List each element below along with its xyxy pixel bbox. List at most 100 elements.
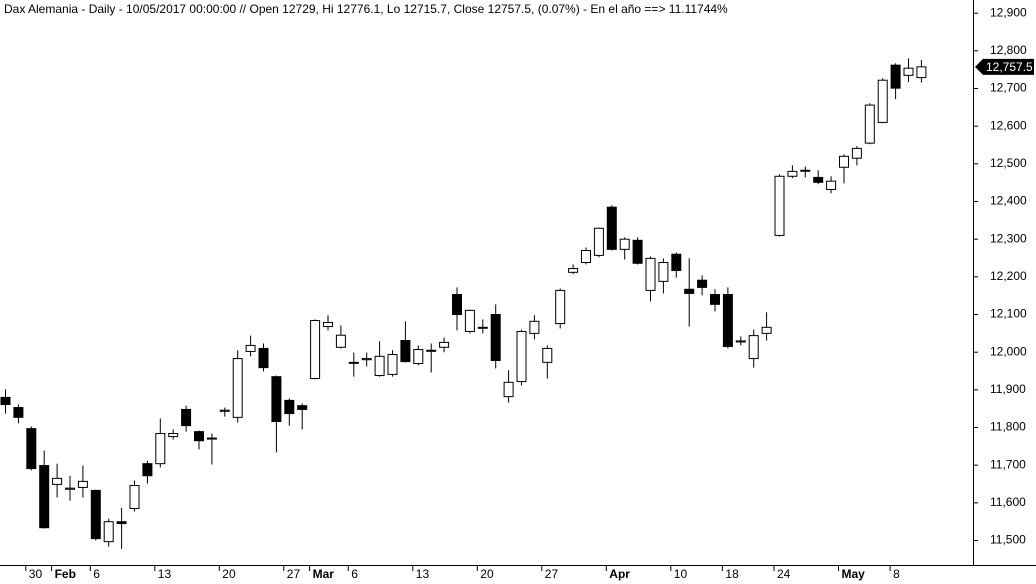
y-tick-label: 11,600: [990, 495, 1026, 509]
x-tick-label: 20: [480, 567, 494, 581]
candle-body: [568, 268, 579, 273]
x-tick-label: Feb: [55, 567, 76, 581]
candle-body: [65, 487, 75, 490]
x-tick-label: 6: [93, 567, 100, 581]
y-tick-label: 12,000: [990, 344, 1027, 358]
candle-body: [722, 294, 733, 348]
candle-body: [864, 104, 875, 144]
candle-body: [464, 309, 475, 332]
candle-body: [516, 330, 527, 383]
x-tick-label: 10: [674, 567, 688, 581]
candle-body: [671, 253, 682, 271]
candle-body: [155, 433, 166, 465]
candle-body: [39, 465, 50, 529]
x-tick-label: 8: [893, 567, 900, 581]
candle-body: [103, 521, 114, 543]
candle-body: [658, 262, 669, 282]
candle-body: [181, 408, 192, 427]
y-tick-label: 12,500: [990, 156, 1027, 170]
x-tick-label: 24: [777, 567, 791, 581]
candle-body: [335, 334, 346, 348]
x-tick-label: Mar: [313, 567, 335, 581]
candle-body: [555, 289, 566, 325]
x-tick-label: 30: [29, 567, 43, 581]
x-tick-label: 13: [416, 567, 430, 581]
y-tick-label: 11,500: [990, 533, 1026, 547]
candle-body: [684, 288, 695, 294]
candle-body: [890, 64, 901, 89]
candle-body: [916, 66, 927, 79]
candle-body: [826, 180, 837, 190]
y-tick-label: 12,900: [990, 5, 1027, 19]
y-tick-label: 12,600: [990, 118, 1027, 132]
candle-body: [645, 257, 656, 291]
candle-body: [26, 428, 37, 470]
candle-body: [0, 396, 11, 406]
candle-body: [284, 399, 295, 415]
candle-body: [310, 320, 321, 380]
x-tick-label: 20: [222, 567, 236, 581]
candle-body: [206, 437, 217, 440]
candle-body: [271, 376, 282, 422]
candle-body: [877, 79, 888, 123]
candle-body: [361, 358, 372, 361]
candle-body: [903, 67, 914, 76]
candle-body: [439, 341, 450, 348]
candle-body: [787, 170, 798, 177]
x-tick-label: 6: [351, 567, 358, 581]
y-tick-label: 12,200: [990, 269, 1027, 283]
chart-title: Dax Alemania - Daily - 10/05/2017 00:00:…: [4, 2, 728, 16]
y-tick-label: 11,800: [990, 420, 1026, 434]
candle-body: [813, 176, 824, 183]
candle-body: [529, 320, 540, 334]
candle-body: [297, 405, 308, 410]
candle-body: [387, 353, 398, 375]
candle-body: [219, 409, 230, 412]
candle-body: [52, 477, 63, 485]
candle-body: [129, 485, 140, 510]
candle-body: [839, 155, 849, 168]
candle-body: [606, 206, 617, 250]
candle-body: [477, 326, 488, 329]
y-tick-label: 11,900: [990, 382, 1026, 396]
y-tick-label: 12,800: [990, 43, 1027, 57]
candle-body: [413, 349, 424, 364]
candle-body: [323, 321, 333, 328]
candle-body: [697, 279, 708, 288]
candle-body: [774, 175, 785, 236]
last-price-label: 12,757.5: [986, 60, 1033, 74]
candle-body: [710, 294, 720, 305]
y-tick-label: 12,100: [990, 307, 1027, 321]
candle-body: [452, 294, 462, 316]
y-tick-label: 12,700: [990, 81, 1027, 95]
y-tick-label: 11,700: [990, 457, 1026, 471]
candle-body: [735, 340, 746, 343]
candle-body: [168, 433, 179, 438]
x-tick-label: Apr: [609, 567, 630, 581]
candle-body: [490, 314, 501, 361]
candle-body: [748, 335, 759, 360]
candle-body: [13, 407, 24, 418]
x-tick-label: 13: [158, 567, 172, 581]
candle-body: [77, 480, 88, 488]
candle-body: [258, 347, 269, 369]
candle-body: [374, 355, 385, 377]
candle-body: [800, 169, 811, 172]
candle-body: [245, 344, 256, 352]
candle-body: [593, 227, 604, 256]
x-tick-label: 27: [287, 567, 301, 581]
candle-body: [90, 489, 101, 540]
candle-body: [400, 340, 411, 363]
candle-body: [348, 361, 359, 364]
y-tick-label: 12,300: [990, 231, 1027, 245]
candle-body: [116, 521, 127, 525]
y-tick-label: 12,400: [990, 194, 1027, 208]
candle-body: [632, 239, 643, 264]
x-tick-label: 18: [725, 567, 739, 581]
last-price-tag: [975, 58, 1034, 75]
candle-body: [142, 463, 153, 477]
candle-body: [503, 381, 514, 398]
candle-body: [619, 238, 630, 250]
